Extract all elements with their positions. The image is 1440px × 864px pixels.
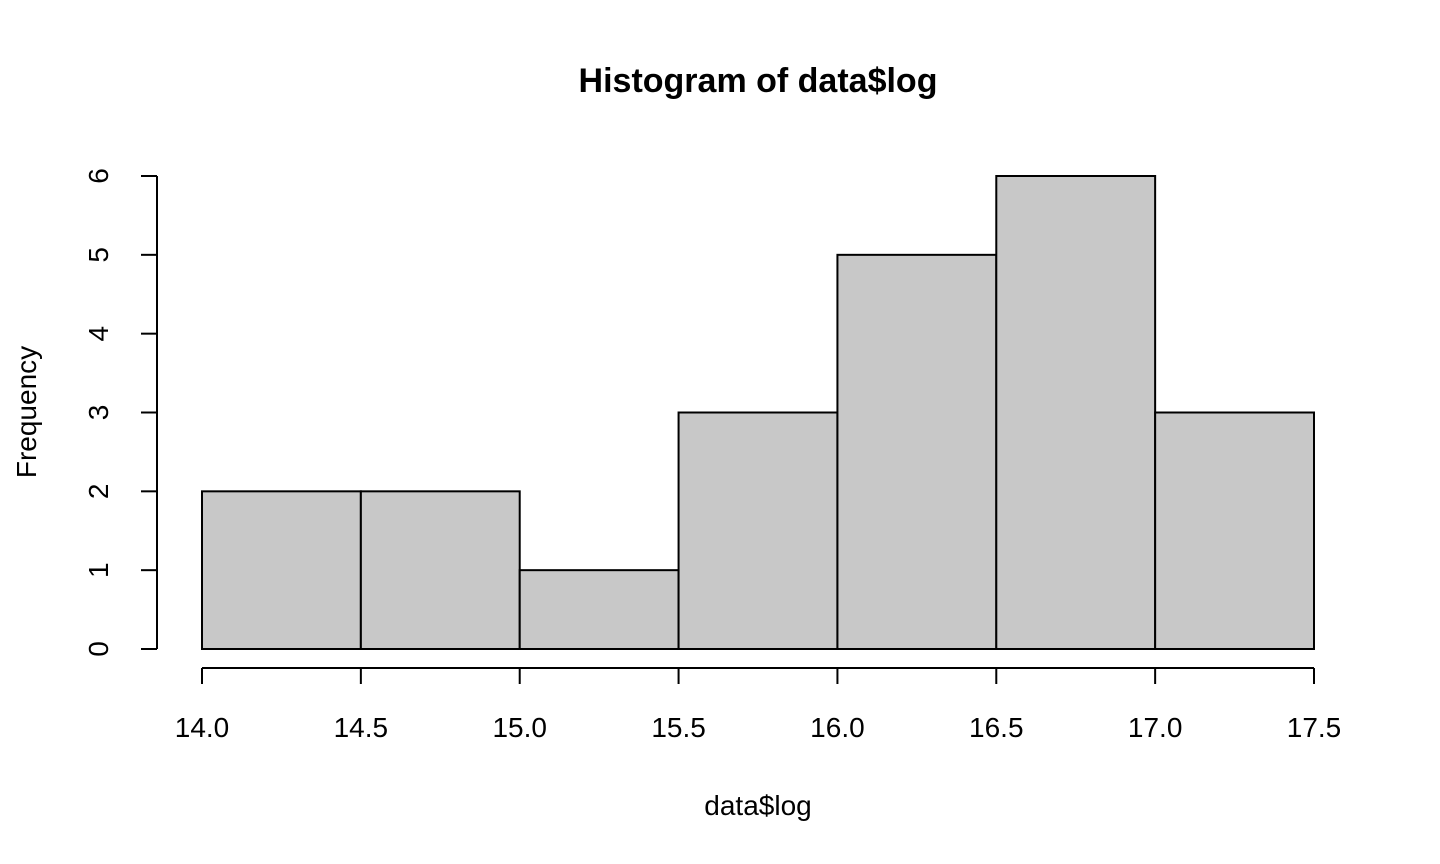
y-tick-label: 4: [83, 326, 114, 342]
x-tick-label: 16.0: [810, 712, 865, 743]
y-tick-label: 6: [83, 168, 114, 184]
x-axis-label: data$log: [704, 790, 811, 821]
x-tick-label: 15.5: [651, 712, 706, 743]
y-axis: 0 1 2 3 4 5 6: [83, 168, 158, 657]
histogram-bar-6: [995, 175, 1157, 650]
y-tick-label: 1: [83, 562, 114, 578]
x-axis: 14.0 14.5 15.0 15.5 16.0 16.5 17.0 17.5: [175, 667, 1342, 743]
x-tick-label: 17.5: [1287, 712, 1342, 743]
histogram-bar-5: [836, 253, 998, 650]
histogram-bar-1: [201, 490, 362, 651]
y-tick-label: 3: [83, 405, 114, 421]
histogram-bar-7: [1154, 411, 1315, 650]
x-tick-label: 15.0: [492, 712, 547, 743]
x-tick-label: 17.0: [1128, 712, 1183, 743]
histogram-bar-4: [677, 411, 839, 650]
y-tick-label: 5: [83, 247, 114, 263]
y-axis-label: Frequency: [11, 346, 42, 478]
histogram-bar-2: [359, 490, 521, 651]
bars-group: [201, 175, 1315, 651]
x-tick-label: 14.5: [334, 712, 389, 743]
y-tick-label: 2: [83, 484, 114, 500]
chart-title: Histogram of data$log: [579, 62, 938, 100]
y-tick-label: 0: [83, 641, 114, 657]
x-tick-label: 16.5: [969, 712, 1024, 743]
histogram-bar-3: [518, 569, 680, 651]
x-tick-label: 14.0: [175, 712, 230, 743]
